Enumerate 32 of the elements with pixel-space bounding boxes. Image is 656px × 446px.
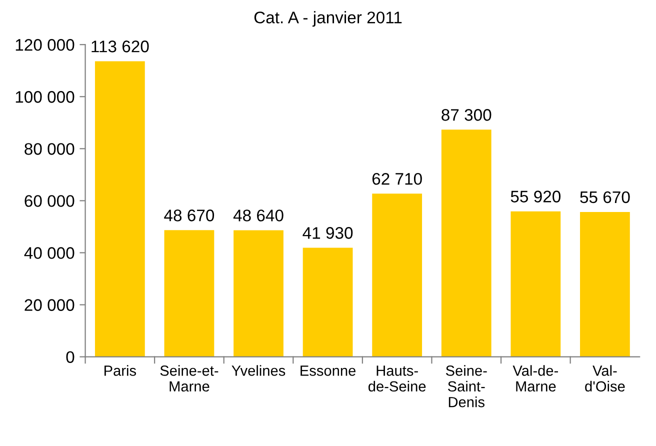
x-tick-label: Yvelines (232, 365, 286, 376)
data-label: 41 930 (302, 227, 353, 239)
chart-title: Cat. A - janvier 2011 (254, 11, 402, 27)
bar (372, 194, 422, 357)
y-tick-label: 20 000 (24, 299, 74, 311)
data-label: 55 670 (580, 191, 630, 204)
y-tick-label: 120 000 (16, 39, 74, 51)
data-label: 55 920 (510, 190, 561, 202)
data-label: 87 300 (442, 109, 492, 121)
bar (302, 248, 353, 357)
bar (234, 230, 284, 357)
bar (510, 211, 561, 357)
x-tick-label: Val- d'Oise (585, 365, 625, 392)
x-tick-label: Seine-et- Marne (160, 365, 218, 392)
bar (441, 130, 492, 357)
x-tick-label: Hauts- de-Seine (368, 366, 426, 392)
bar (580, 212, 630, 357)
x-tick-label: Essonne (300, 366, 356, 376)
data-label: 48 670 (164, 210, 214, 222)
x-tick-label: Seine- Saint- Denis (446, 365, 487, 408)
y-tick-label: 0 (66, 351, 74, 364)
data-label: 113 620 (92, 40, 149, 52)
x-tick-label: Val-de- Marne (512, 365, 558, 392)
data-label: 48 640 (233, 210, 284, 222)
x-tick-label: Paris (104, 365, 136, 376)
bar (94, 61, 145, 357)
data-label: 62 710 (372, 173, 422, 185)
y-tick-label: 40 000 (24, 247, 74, 259)
bar (164, 230, 214, 357)
y-tick-label: 100 000 (16, 91, 74, 103)
y-tick-label: 60 000 (24, 195, 74, 207)
y-tick-label: 80 000 (24, 143, 74, 155)
